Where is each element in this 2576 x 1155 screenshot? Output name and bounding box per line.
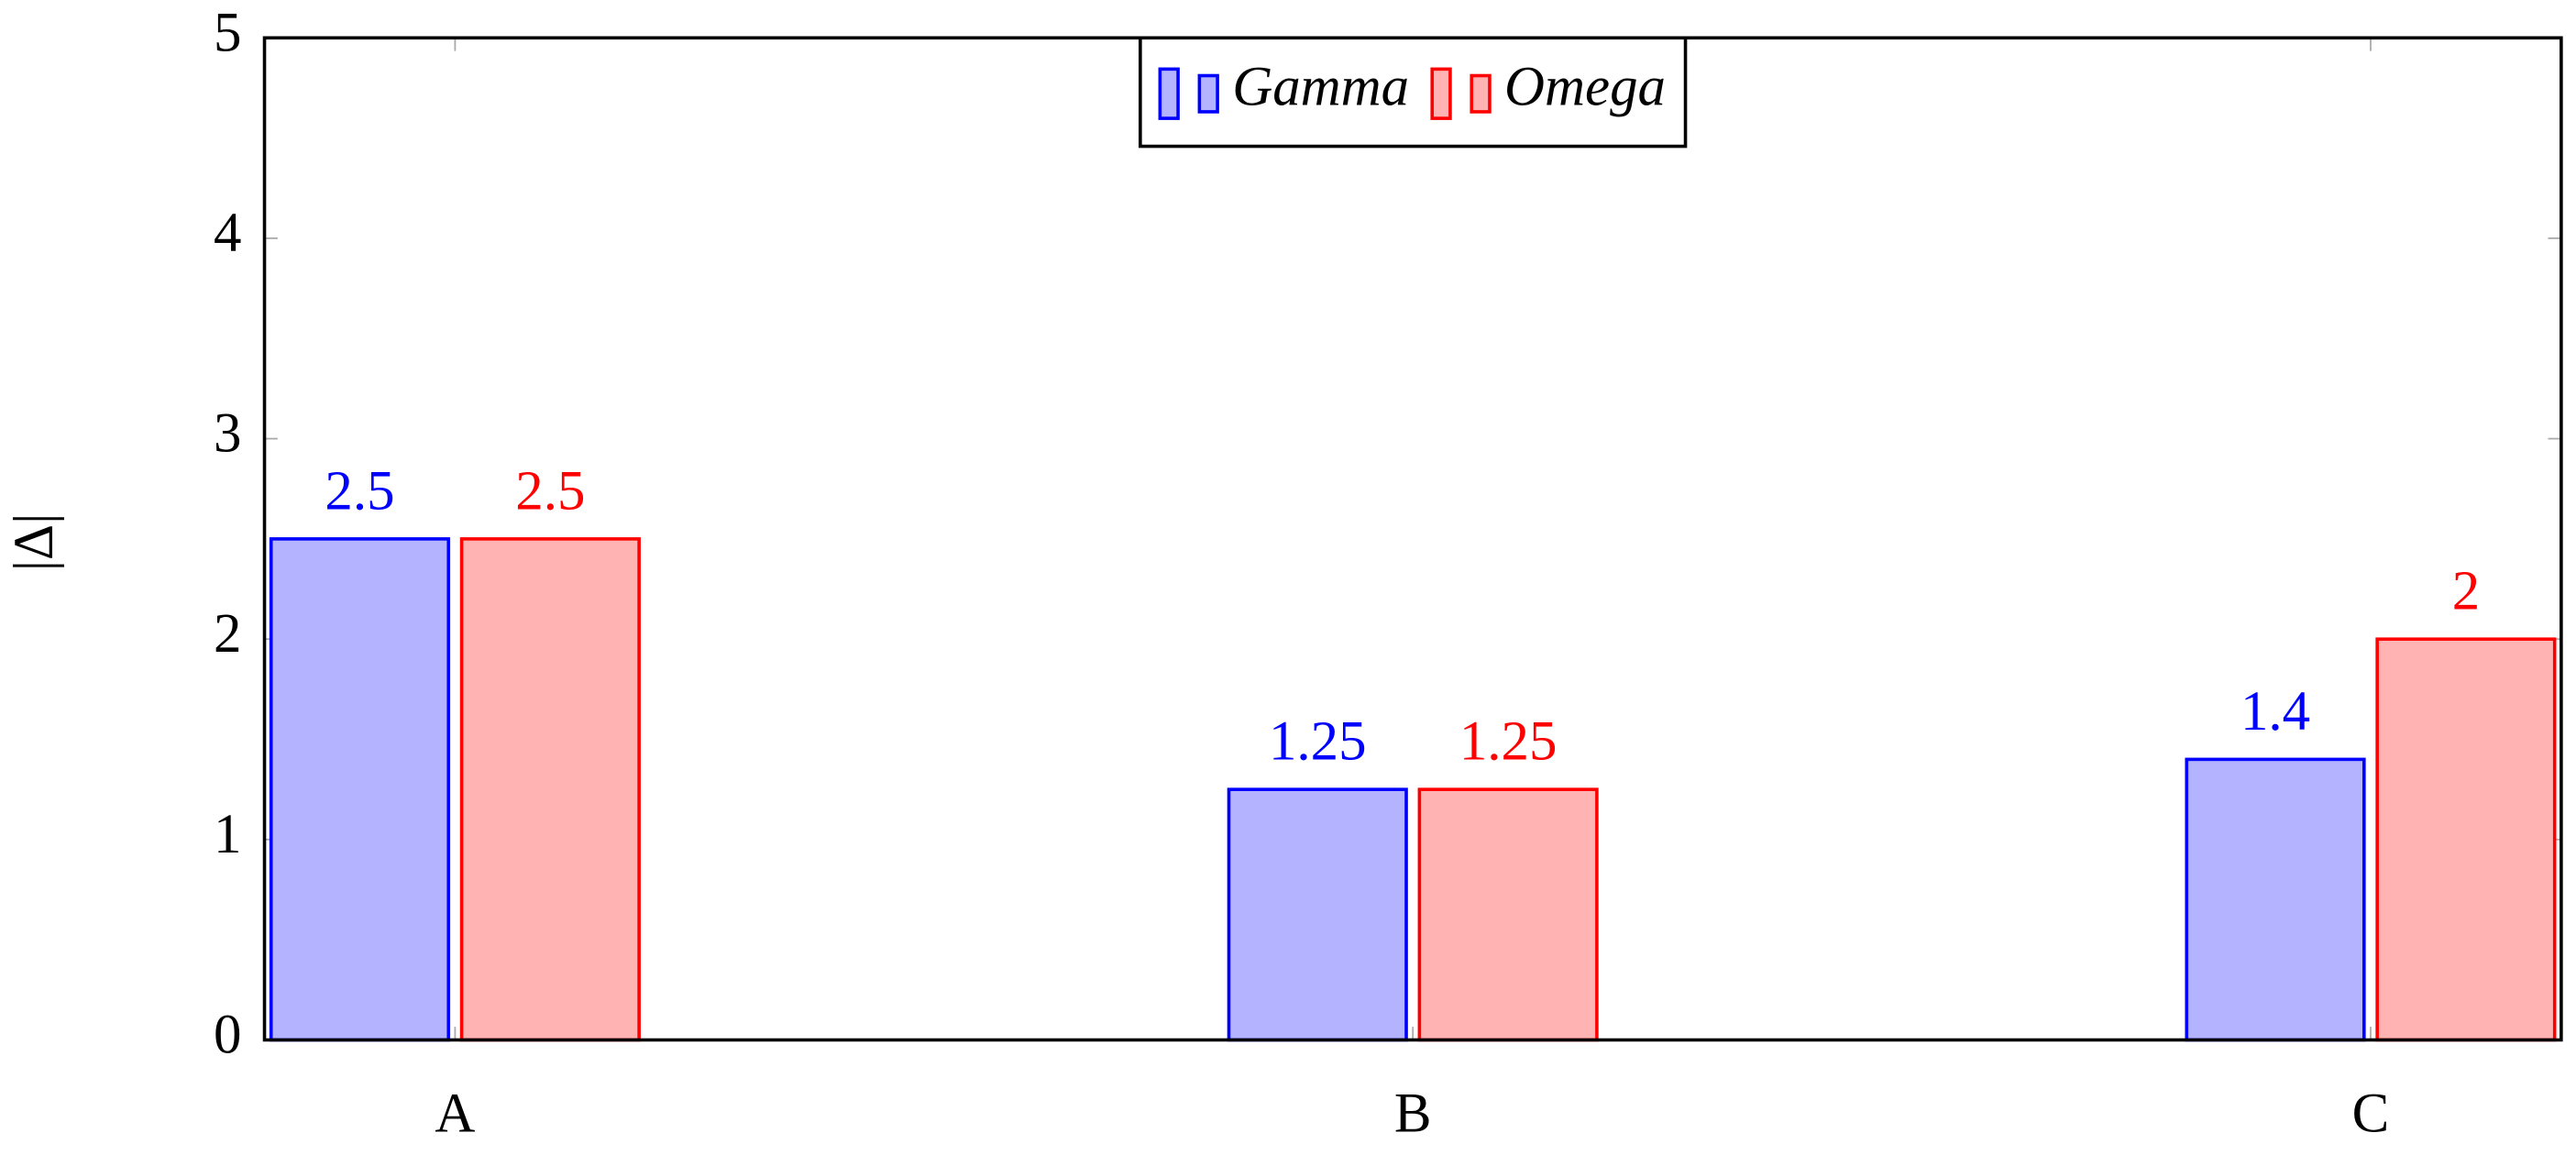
legend-label: Omega bbox=[1504, 56, 1666, 117]
data-label: 2.5 bbox=[325, 460, 394, 522]
bar bbox=[459, 537, 641, 1042]
y-axis-label: |Δ| bbox=[4, 513, 65, 572]
y-tick-label: 4 bbox=[214, 203, 241, 264]
legend-swatch bbox=[1470, 73, 1492, 114]
legend-label: Gamma bbox=[1232, 56, 1409, 117]
legend-item: Gamma bbox=[1158, 56, 1409, 120]
bar bbox=[1417, 787, 1599, 1042]
legend-box bbox=[1139, 36, 1688, 148]
data-label: 1.4 bbox=[2240, 681, 2310, 742]
data-label: 2 bbox=[2452, 561, 2480, 622]
bar bbox=[1227, 787, 1408, 1042]
legend: Gamma Omega bbox=[1139, 36, 1688, 148]
bar bbox=[2375, 637, 2557, 1042]
data-label: 2.5 bbox=[515, 460, 585, 522]
y-tick-label: 2 bbox=[214, 603, 241, 665]
legend-swatch bbox=[1158, 67, 1180, 120]
data-label: 1.25 bbox=[1459, 711, 1558, 773]
legend-swatch bbox=[1197, 73, 1219, 114]
x-tick-label: B bbox=[1394, 1083, 1432, 1144]
y-tick-label: 5 bbox=[214, 2, 241, 63]
x-tick-label: C bbox=[2352, 1083, 2390, 1144]
bar bbox=[269, 537, 451, 1042]
legend-item: Omega bbox=[1430, 56, 1666, 120]
data-label: 1.25 bbox=[1269, 711, 1367, 773]
y-tick-label: 1 bbox=[214, 804, 241, 865]
y-tick-label: 3 bbox=[214, 403, 241, 465]
bar bbox=[2185, 757, 2366, 1042]
x-tick-label: A bbox=[435, 1083, 475, 1144]
y-tick-label: 0 bbox=[214, 1004, 241, 1065]
legend-swatch bbox=[1430, 67, 1452, 120]
